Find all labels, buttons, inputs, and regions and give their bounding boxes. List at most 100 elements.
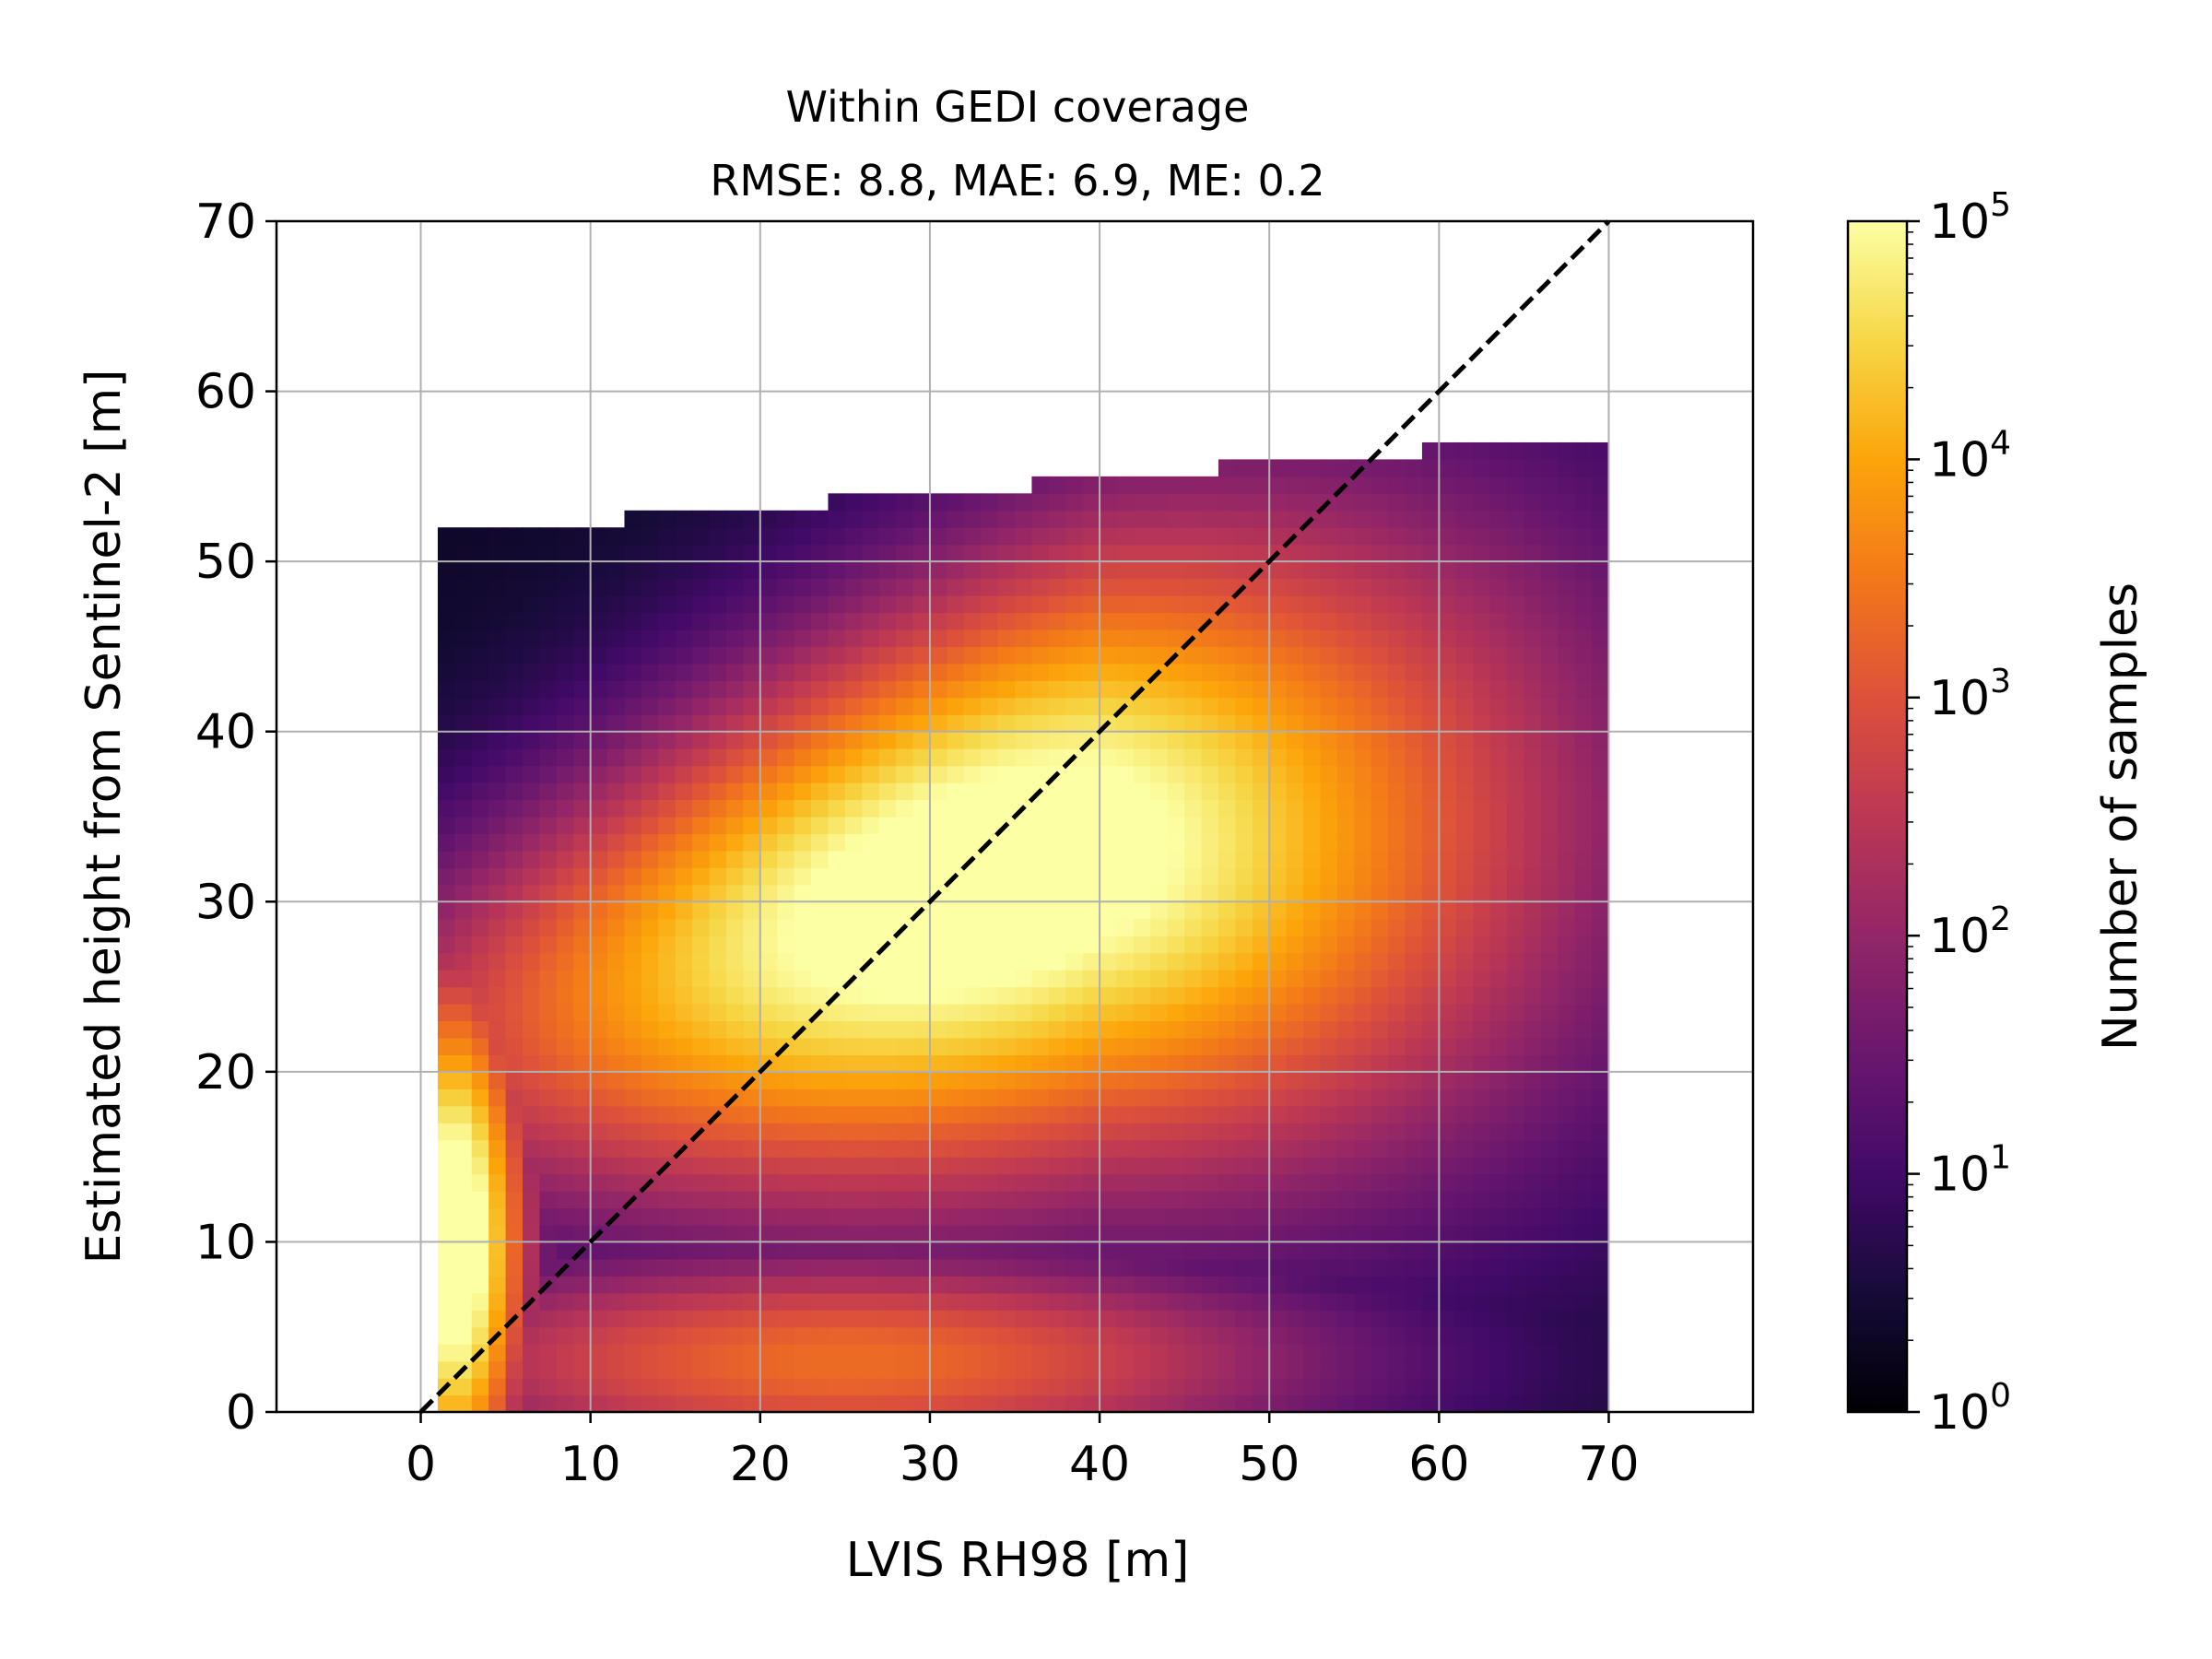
heatmap-cell [539,1241,558,1260]
heatmap-cell [1558,850,1576,868]
heatmap-cell [1201,970,1219,988]
heatmap-cell [811,1191,830,1209]
heatmap-cell [947,765,965,783]
heatmap-cell [1405,680,1423,699]
heatmap-cell [777,697,795,715]
heatmap-cell [743,1276,761,1294]
heatmap-cell [1031,1191,1050,1209]
heatmap-cell [1015,867,1033,886]
heatmap-cell [794,799,812,818]
heatmap-cell [437,1344,455,1362]
heatmap-cell [624,1224,642,1243]
heatmap-cell [1336,1344,1355,1362]
heatmap-cell [743,680,761,699]
heatmap-cell [1455,850,1474,868]
heatmap-cell [692,799,711,818]
heatmap-cell [1184,1020,1203,1039]
heatmap-cell [556,1088,574,1107]
heatmap-cell [1473,935,1491,954]
heatmap-cell [878,629,897,648]
heatmap-cell [1150,544,1169,562]
heatmap-cell [1507,612,1525,630]
heatmap-cell [539,935,558,954]
heatmap-cell [1269,1394,1288,1413]
heatmap-cell [1031,952,1050,971]
heatmap-cell [1388,1088,1406,1107]
heatmap-cell [1167,867,1185,886]
heatmap-cell [997,867,1016,886]
heatmap-cell [1489,867,1508,886]
heatmap-cell [1489,1173,1508,1192]
heatmap-cell [1371,1310,1389,1328]
heatmap-cell [1558,1054,1576,1073]
colorbar-tick-label: 102 [1929,900,2011,964]
heatmap-cell [963,935,982,954]
heatmap-cell [1473,850,1491,868]
heatmap-cell [725,850,744,868]
heatmap-cell [828,817,846,835]
heatmap-cell [624,1258,642,1277]
heatmap-cell [471,1020,489,1039]
heatmap-cell [963,1071,982,1089]
heatmap-cell [1540,1071,1559,1089]
heatmap-cell [488,748,507,767]
heatmap-cell [1065,1105,1084,1124]
heatmap-cell [471,1054,489,1073]
heatmap-cell [1540,1054,1559,1073]
heatmap-cell [963,833,982,852]
heatmap-cell [1540,1241,1559,1260]
heatmap-cell [912,714,931,733]
heatmap-cell [1336,850,1355,868]
heatmap-cell [1269,1054,1288,1073]
heatmap-cell [607,731,626,749]
heatmap-cell [1558,765,1576,783]
heatmap-cell [1269,1020,1288,1039]
heatmap-cell [1286,901,1304,920]
heatmap-cell [607,884,626,902]
heatmap-cell [573,1037,592,1055]
heatmap-cell [607,850,626,868]
heatmap-cell [1574,935,1593,954]
heatmap-cell [1015,817,1033,835]
heatmap-cell [947,1344,965,1362]
heatmap-cell [794,646,812,665]
heatmap-cell [607,833,626,852]
heatmap-cell [1303,544,1322,562]
heatmap-cell [1473,1088,1491,1107]
heatmap-cell [1336,1394,1355,1413]
heatmap-cell [624,544,642,562]
heatmap-cell [947,612,965,630]
heatmap-cell [1133,884,1151,902]
heatmap-cell [1184,1292,1203,1311]
heatmap-cell [1218,680,1236,699]
heatmap-cell [1592,646,1610,665]
heatmap-cell [862,918,880,936]
heatmap-cell [1116,1191,1135,1209]
heatmap-cell [828,1191,846,1209]
heatmap-cell [743,833,761,852]
heatmap-cell [1100,1344,1118,1362]
heatmap-cell [1473,918,1491,936]
heatmap-cell [675,1088,693,1107]
heatmap-cell [573,952,592,971]
heatmap-cell [1065,595,1084,614]
heatmap-cell [759,731,778,749]
chart-title: Within GEDI coverage [786,82,1250,132]
heatmap-cell [947,918,965,936]
heatmap-cell [1336,1310,1355,1328]
heatmap-cell [1540,782,1559,801]
heatmap-cell [896,867,914,886]
heatmap-cell [590,952,608,971]
heatmap-cell [1524,578,1542,596]
heatmap-cell [624,1088,642,1107]
heatmap-cell [1455,595,1474,614]
heatmap-cell [1031,970,1050,988]
heatmap-cell [1082,884,1100,902]
heatmap-cell [1320,918,1338,936]
heatmap-cell [828,833,846,852]
heatmap-cell [828,884,846,902]
heatmap-cell [759,1241,778,1260]
heatmap-cell [1592,1123,1610,1141]
heatmap-cell [641,1344,659,1362]
heatmap-cell [828,1326,846,1345]
